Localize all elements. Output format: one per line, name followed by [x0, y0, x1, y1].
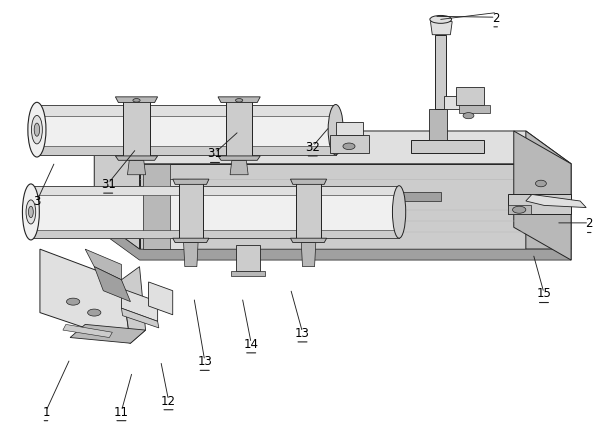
Ellipse shape [67, 298, 80, 305]
Polygon shape [143, 164, 170, 250]
Polygon shape [37, 106, 336, 155]
Polygon shape [116, 98, 158, 103]
Polygon shape [31, 186, 399, 239]
Ellipse shape [235, 99, 243, 103]
Polygon shape [336, 123, 363, 136]
Text: 13: 13 [295, 326, 310, 339]
Ellipse shape [28, 207, 33, 218]
Polygon shape [431, 22, 452, 35]
Polygon shape [40, 250, 131, 343]
Polygon shape [411, 141, 483, 153]
Polygon shape [122, 289, 158, 321]
Text: 1: 1 [42, 405, 50, 417]
Ellipse shape [34, 124, 39, 137]
Polygon shape [290, 239, 327, 243]
Polygon shape [172, 239, 209, 243]
Polygon shape [236, 245, 260, 272]
Polygon shape [456, 88, 483, 106]
Polygon shape [290, 180, 327, 185]
Polygon shape [128, 161, 146, 175]
Text: 13: 13 [197, 354, 212, 367]
Ellipse shape [535, 181, 546, 187]
Polygon shape [94, 217, 571, 261]
Text: 31: 31 [208, 147, 223, 160]
Polygon shape [172, 180, 209, 185]
Ellipse shape [22, 184, 39, 240]
Polygon shape [296, 182, 321, 241]
Ellipse shape [430, 16, 451, 24]
Polygon shape [459, 106, 489, 114]
Ellipse shape [512, 207, 526, 214]
Ellipse shape [328, 105, 343, 155]
Polygon shape [70, 325, 146, 343]
Polygon shape [508, 206, 531, 215]
Polygon shape [37, 147, 336, 155]
Ellipse shape [31, 116, 42, 145]
Polygon shape [31, 186, 399, 196]
Polygon shape [330, 136, 369, 153]
Polygon shape [514, 132, 571, 261]
Polygon shape [140, 164, 526, 250]
Text: 11: 11 [114, 405, 129, 417]
Polygon shape [301, 243, 316, 267]
Text: 31: 31 [100, 177, 116, 191]
Polygon shape [85, 250, 122, 280]
Polygon shape [231, 272, 265, 277]
Polygon shape [122, 308, 159, 328]
Polygon shape [526, 132, 571, 250]
Text: 12: 12 [161, 394, 176, 406]
Ellipse shape [393, 186, 406, 239]
Polygon shape [218, 156, 260, 161]
Polygon shape [178, 182, 203, 241]
Polygon shape [226, 100, 252, 159]
Polygon shape [155, 180, 188, 250]
Polygon shape [116, 156, 158, 161]
Ellipse shape [88, 309, 101, 316]
Polygon shape [123, 100, 150, 159]
Polygon shape [435, 35, 446, 110]
Polygon shape [218, 98, 260, 103]
Text: 3: 3 [33, 195, 41, 208]
Ellipse shape [133, 99, 140, 103]
Ellipse shape [26, 201, 36, 224]
Polygon shape [122, 267, 146, 343]
Polygon shape [230, 161, 248, 175]
Polygon shape [31, 231, 399, 239]
Text: 15: 15 [537, 287, 551, 300]
Polygon shape [94, 132, 571, 164]
Polygon shape [444, 97, 480, 110]
Text: 14: 14 [244, 337, 259, 350]
Polygon shape [526, 195, 586, 208]
Polygon shape [94, 132, 140, 250]
Ellipse shape [535, 207, 546, 214]
Text: 2: 2 [586, 217, 593, 230]
Polygon shape [94, 267, 131, 302]
Text: 32: 32 [306, 141, 320, 153]
Polygon shape [63, 325, 113, 338]
Polygon shape [266, 193, 441, 201]
Ellipse shape [28, 103, 46, 158]
Ellipse shape [463, 113, 474, 120]
Polygon shape [508, 195, 571, 215]
Polygon shape [430, 110, 447, 141]
Polygon shape [149, 283, 172, 315]
Polygon shape [37, 106, 336, 117]
Polygon shape [183, 243, 198, 267]
Ellipse shape [343, 144, 355, 150]
Text: 2: 2 [492, 12, 499, 25]
